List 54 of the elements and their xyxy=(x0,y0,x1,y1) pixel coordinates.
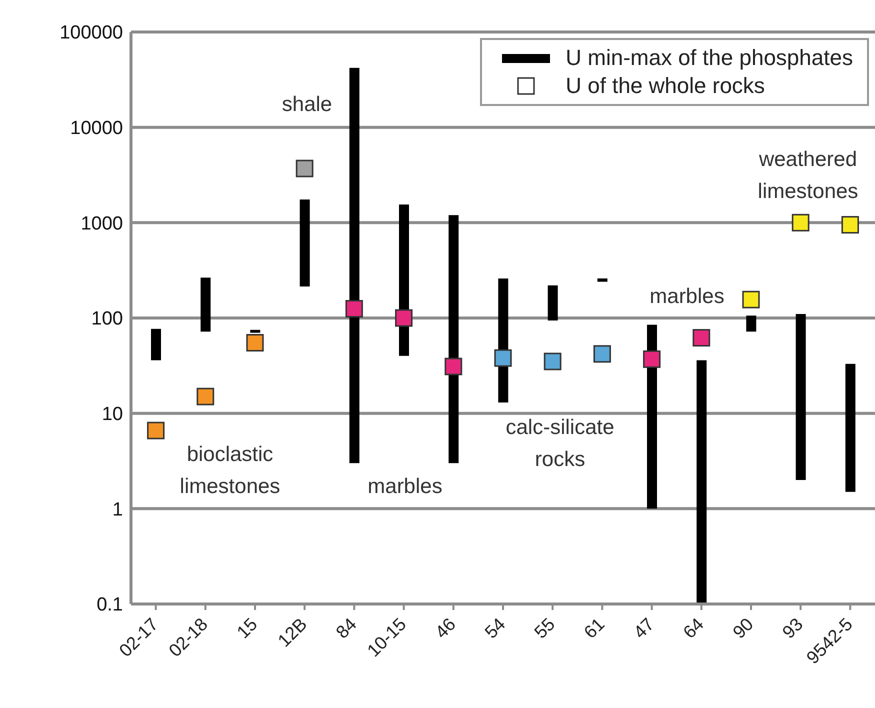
x-tick-label: 46 xyxy=(431,614,460,642)
bar xyxy=(796,314,806,480)
point xyxy=(296,160,314,178)
bar xyxy=(597,278,608,282)
annotation: calc-silicate rocks xyxy=(504,415,616,473)
annotation: shale xyxy=(280,92,334,118)
y-tick-label: 10000 xyxy=(70,118,123,140)
bar xyxy=(845,364,856,492)
point xyxy=(792,214,810,232)
bar xyxy=(151,328,161,360)
bar xyxy=(548,285,558,321)
y-tick-label: 100 xyxy=(91,308,123,330)
x-tick-label: 12B xyxy=(274,614,311,651)
point xyxy=(593,345,611,363)
point xyxy=(196,388,214,406)
x-tick-label: 47 xyxy=(630,614,658,642)
point xyxy=(643,350,661,368)
bar xyxy=(647,324,657,509)
y-tick-label: 10 xyxy=(102,404,123,426)
bar xyxy=(746,316,756,332)
bar xyxy=(696,360,707,604)
legend-label: U min-max of the phosphates xyxy=(566,45,853,71)
x-tick-label: 55 xyxy=(530,614,559,642)
legend-label: U of the whole rocks xyxy=(566,73,765,99)
point xyxy=(147,422,165,440)
x-tick-label: 61 xyxy=(580,614,608,642)
bar xyxy=(349,68,360,464)
point xyxy=(692,329,710,347)
bar xyxy=(300,199,310,286)
annotation: marbles xyxy=(366,474,444,500)
point xyxy=(544,352,562,370)
point xyxy=(742,290,760,308)
point xyxy=(841,216,859,234)
x-tick-label: 54 xyxy=(480,614,510,642)
y-tick-label: 1 xyxy=(112,499,123,520)
bar xyxy=(250,330,260,333)
x-tick-label: 15 xyxy=(232,614,262,642)
x-tick-label: 84 xyxy=(332,614,360,642)
annotation: weathered limestones xyxy=(756,147,860,205)
point xyxy=(444,358,462,376)
x-tick-label: 90 xyxy=(728,614,758,642)
point xyxy=(494,349,512,367)
x-tick-label: 93 xyxy=(778,614,807,642)
bar xyxy=(200,278,211,332)
y-tick-label: 1000 xyxy=(80,213,123,234)
y-tick-label: 100000 xyxy=(60,22,123,44)
point xyxy=(246,334,264,352)
point xyxy=(395,309,413,327)
y-tick-label: 0.1 xyxy=(96,594,123,616)
annotation: marbles xyxy=(648,284,726,310)
bar xyxy=(448,215,459,464)
x-tick-label: 64 xyxy=(679,614,708,642)
point xyxy=(345,300,363,318)
annotation: bioclastic limestones xyxy=(178,442,282,500)
